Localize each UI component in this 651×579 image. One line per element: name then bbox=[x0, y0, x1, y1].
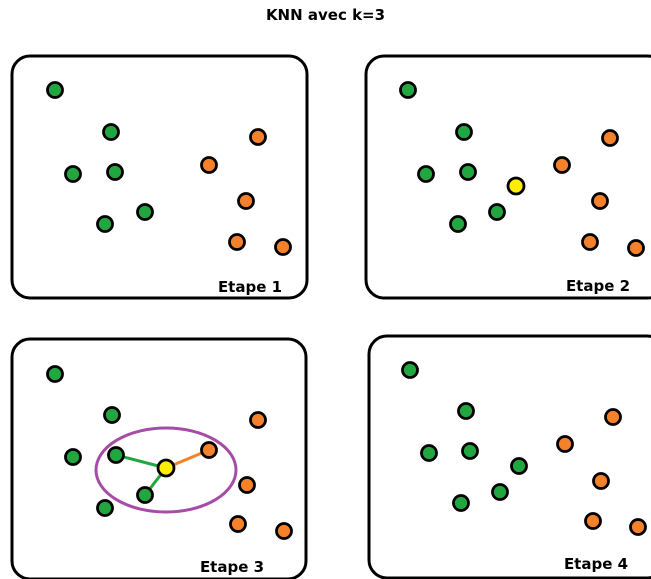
query-point bbox=[156, 458, 176, 478]
orange-point bbox=[275, 522, 293, 540]
green-point bbox=[96, 215, 114, 233]
green-point bbox=[64, 448, 82, 466]
green-point bbox=[491, 483, 509, 501]
orange-point bbox=[249, 128, 267, 146]
green-point bbox=[510, 457, 528, 475]
orange-point bbox=[556, 435, 574, 453]
orange-point bbox=[237, 192, 255, 210]
orange-point bbox=[228, 233, 246, 251]
green-point bbox=[399, 81, 417, 99]
green-point bbox=[136, 486, 154, 504]
diagram-title: KNN avec k=3 bbox=[265, 6, 386, 24]
panel-frame bbox=[367, 334, 651, 579]
green-point bbox=[457, 402, 475, 420]
orange-point bbox=[200, 156, 218, 174]
orange-point bbox=[604, 408, 622, 426]
orange-point bbox=[584, 512, 602, 530]
neighborhood-ellipse bbox=[94, 426, 238, 514]
orange-point bbox=[553, 156, 571, 174]
panel-step-3: Etape 3 bbox=[10, 337, 308, 579]
orange-point bbox=[249, 411, 267, 429]
orange-point bbox=[591, 192, 609, 210]
green-point bbox=[103, 406, 121, 424]
green-point bbox=[106, 163, 124, 181]
step-label: Etape 3 bbox=[200, 558, 264, 576]
orange-point bbox=[629, 518, 647, 536]
green-point bbox=[102, 123, 120, 141]
green-point bbox=[46, 81, 64, 99]
green-point bbox=[136, 203, 154, 221]
green-point bbox=[46, 365, 64, 383]
step-label: Etape 2 bbox=[566, 277, 630, 295]
step-label: Etape 1 bbox=[218, 278, 282, 296]
green-point bbox=[488, 203, 506, 221]
orange-point bbox=[238, 476, 256, 494]
green-point bbox=[64, 165, 82, 183]
orange-point bbox=[229, 515, 247, 533]
green-point bbox=[107, 446, 125, 464]
green-point bbox=[449, 215, 467, 233]
green-point bbox=[420, 444, 438, 462]
orange-point bbox=[601, 129, 619, 147]
orange-point bbox=[592, 472, 610, 490]
panel-step-2: Etape 2 bbox=[364, 54, 651, 300]
panel-step-1: Etape 1 bbox=[10, 54, 309, 300]
green-point bbox=[455, 123, 473, 141]
orange-point bbox=[581, 233, 599, 251]
orange-point bbox=[274, 238, 292, 256]
query-point bbox=[506, 176, 526, 196]
orange-point bbox=[200, 441, 218, 459]
panel-step-4: Etape 4 bbox=[367, 334, 651, 579]
green-point bbox=[459, 163, 477, 181]
green-point bbox=[401, 361, 419, 379]
orange-point bbox=[627, 239, 645, 257]
green-point bbox=[461, 442, 479, 460]
green-point bbox=[452, 494, 470, 512]
panel-frame bbox=[364, 54, 651, 300]
step-label: Etape 4 bbox=[564, 555, 628, 573]
green-point bbox=[417, 165, 435, 183]
green-point bbox=[96, 499, 114, 517]
